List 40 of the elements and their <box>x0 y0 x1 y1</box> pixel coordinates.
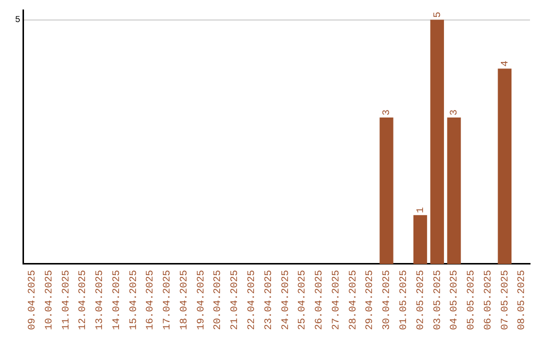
x-tick-label: 18.04.2025 <box>179 270 190 330</box>
x-tick-label: 27.04.2025 <box>331 270 342 330</box>
x-tick-label: 29.04.2025 <box>365 270 376 330</box>
x-tick-label: 05.05.2025 <box>466 270 478 330</box>
x-tick-label: 19.04.2025 <box>196 270 208 330</box>
x-tick-label: 21.04.2025 <box>230 270 242 330</box>
x-tick-label: 08.05.2025 <box>517 270 528 330</box>
x-tick-label: 04.05.2025 <box>450 270 461 330</box>
x-tick-label: 06.05.2025 <box>483 270 494 330</box>
x-tick-label: 13.04.2025 <box>95 270 106 330</box>
x-tick-label: 09.04.2025 <box>27 270 38 330</box>
x-tick-label: 28.04.2025 <box>348 270 360 330</box>
x-tick-label: 16.04.2025 <box>146 270 157 330</box>
x-tick-label: 24.04.2025 <box>280 270 292 330</box>
bar <box>413 215 428 264</box>
x-tick-label: 10.04.2025 <box>44 270 56 330</box>
x-tick-label: 12.04.2025 <box>78 270 90 330</box>
data-label: 3 <box>382 109 394 116</box>
x-tick-label: 26.04.2025 <box>314 270 326 330</box>
x-tick-label: 03.05.2025 <box>432 270 444 330</box>
x-tick-label: 22.04.2025 <box>247 270 258 330</box>
x-tick-label: 25.04.2025 <box>298 270 309 330</box>
x-tick-label: 20.04.2025 <box>213 270 224 330</box>
bar <box>498 68 512 264</box>
bar <box>380 117 394 264</box>
x-tick-label: 23.04.2025 <box>264 270 275 330</box>
x-tick-label: 07.05.2025 <box>500 270 512 330</box>
x-tick-label: 17.04.2025 <box>162 270 174 330</box>
x-tick-label: 11.04.2025 <box>61 270 72 330</box>
x-tick-label: 02.05.2025 <box>416 270 427 330</box>
data-label: 1 <box>416 207 427 214</box>
x-tick-label: 01.05.2025 <box>398 270 410 330</box>
x-tick-label: 14.04.2025 <box>112 270 123 330</box>
data-label: 3 <box>450 109 461 116</box>
data-label: 4 <box>500 60 512 67</box>
bar <box>430 20 444 264</box>
bar <box>447 117 461 264</box>
x-tick-label: 30.04.2025 <box>382 270 394 330</box>
data-label: 5 <box>432 12 444 18</box>
x-tick-label: 15.04.2025 <box>128 270 140 330</box>
